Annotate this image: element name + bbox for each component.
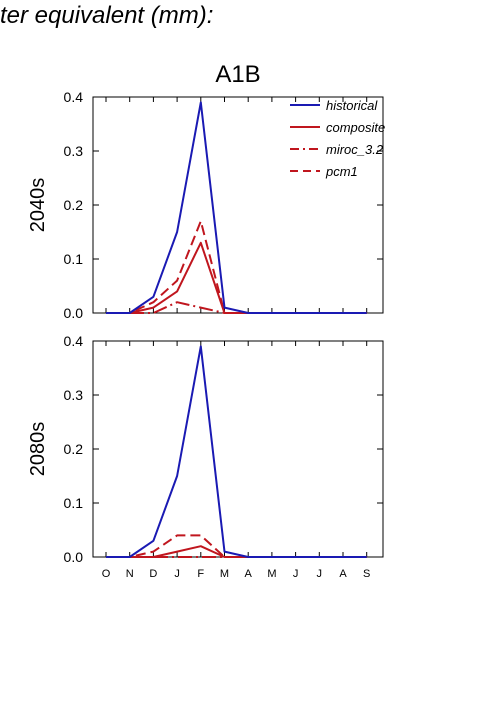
x-tick-label: M [267,568,276,580]
series-line-composite [106,545,367,558]
y-tick-label: 0.4 [64,89,84,105]
x-tick-label: M [220,568,229,580]
legend-label: pcm1 [325,164,358,179]
series-line-pcm1 [106,220,367,314]
y-tick-label: 0.3 [64,143,84,159]
plot-frame [92,340,384,558]
y-tick-label: 0.2 [64,197,84,213]
legend-label: historical [326,98,378,113]
y-tick-label: 0.0 [64,549,84,565]
x-tick-label: J [317,568,323,580]
x-tick-label: N [126,568,134,580]
x-tick-label: J [174,568,180,580]
x-tick-label: D [149,568,157,580]
y-tick-label: 0.1 [64,251,84,267]
x-tick-label: O [102,568,111,580]
legend-label: composite [326,120,385,135]
y-tick-label: 0.2 [64,441,84,457]
legend-label: miroc_3.2 [326,142,384,157]
x-tick-label: A [339,568,347,580]
series-line-miroc-3-2 [106,301,367,314]
page-heading: ter equivalent (mm): [0,2,214,29]
y-axis-label: 2080s [27,422,49,477]
y-axis-label: 2040s [27,178,49,233]
x-tick-label: S [363,568,370,580]
x-tick-label: F [197,568,204,580]
y-tick-label: 0.1 [64,495,84,511]
chart-title: A1B [215,61,260,88]
series-line-historical [106,345,367,558]
x-tick-label: J [293,568,299,580]
x-tick-label: A [245,568,253,580]
y-tick-label: 0.0 [64,305,84,321]
series-line-historical [106,101,367,314]
y-tick-label: 0.3 [64,387,84,403]
y-tick-label: 0.4 [64,333,84,349]
